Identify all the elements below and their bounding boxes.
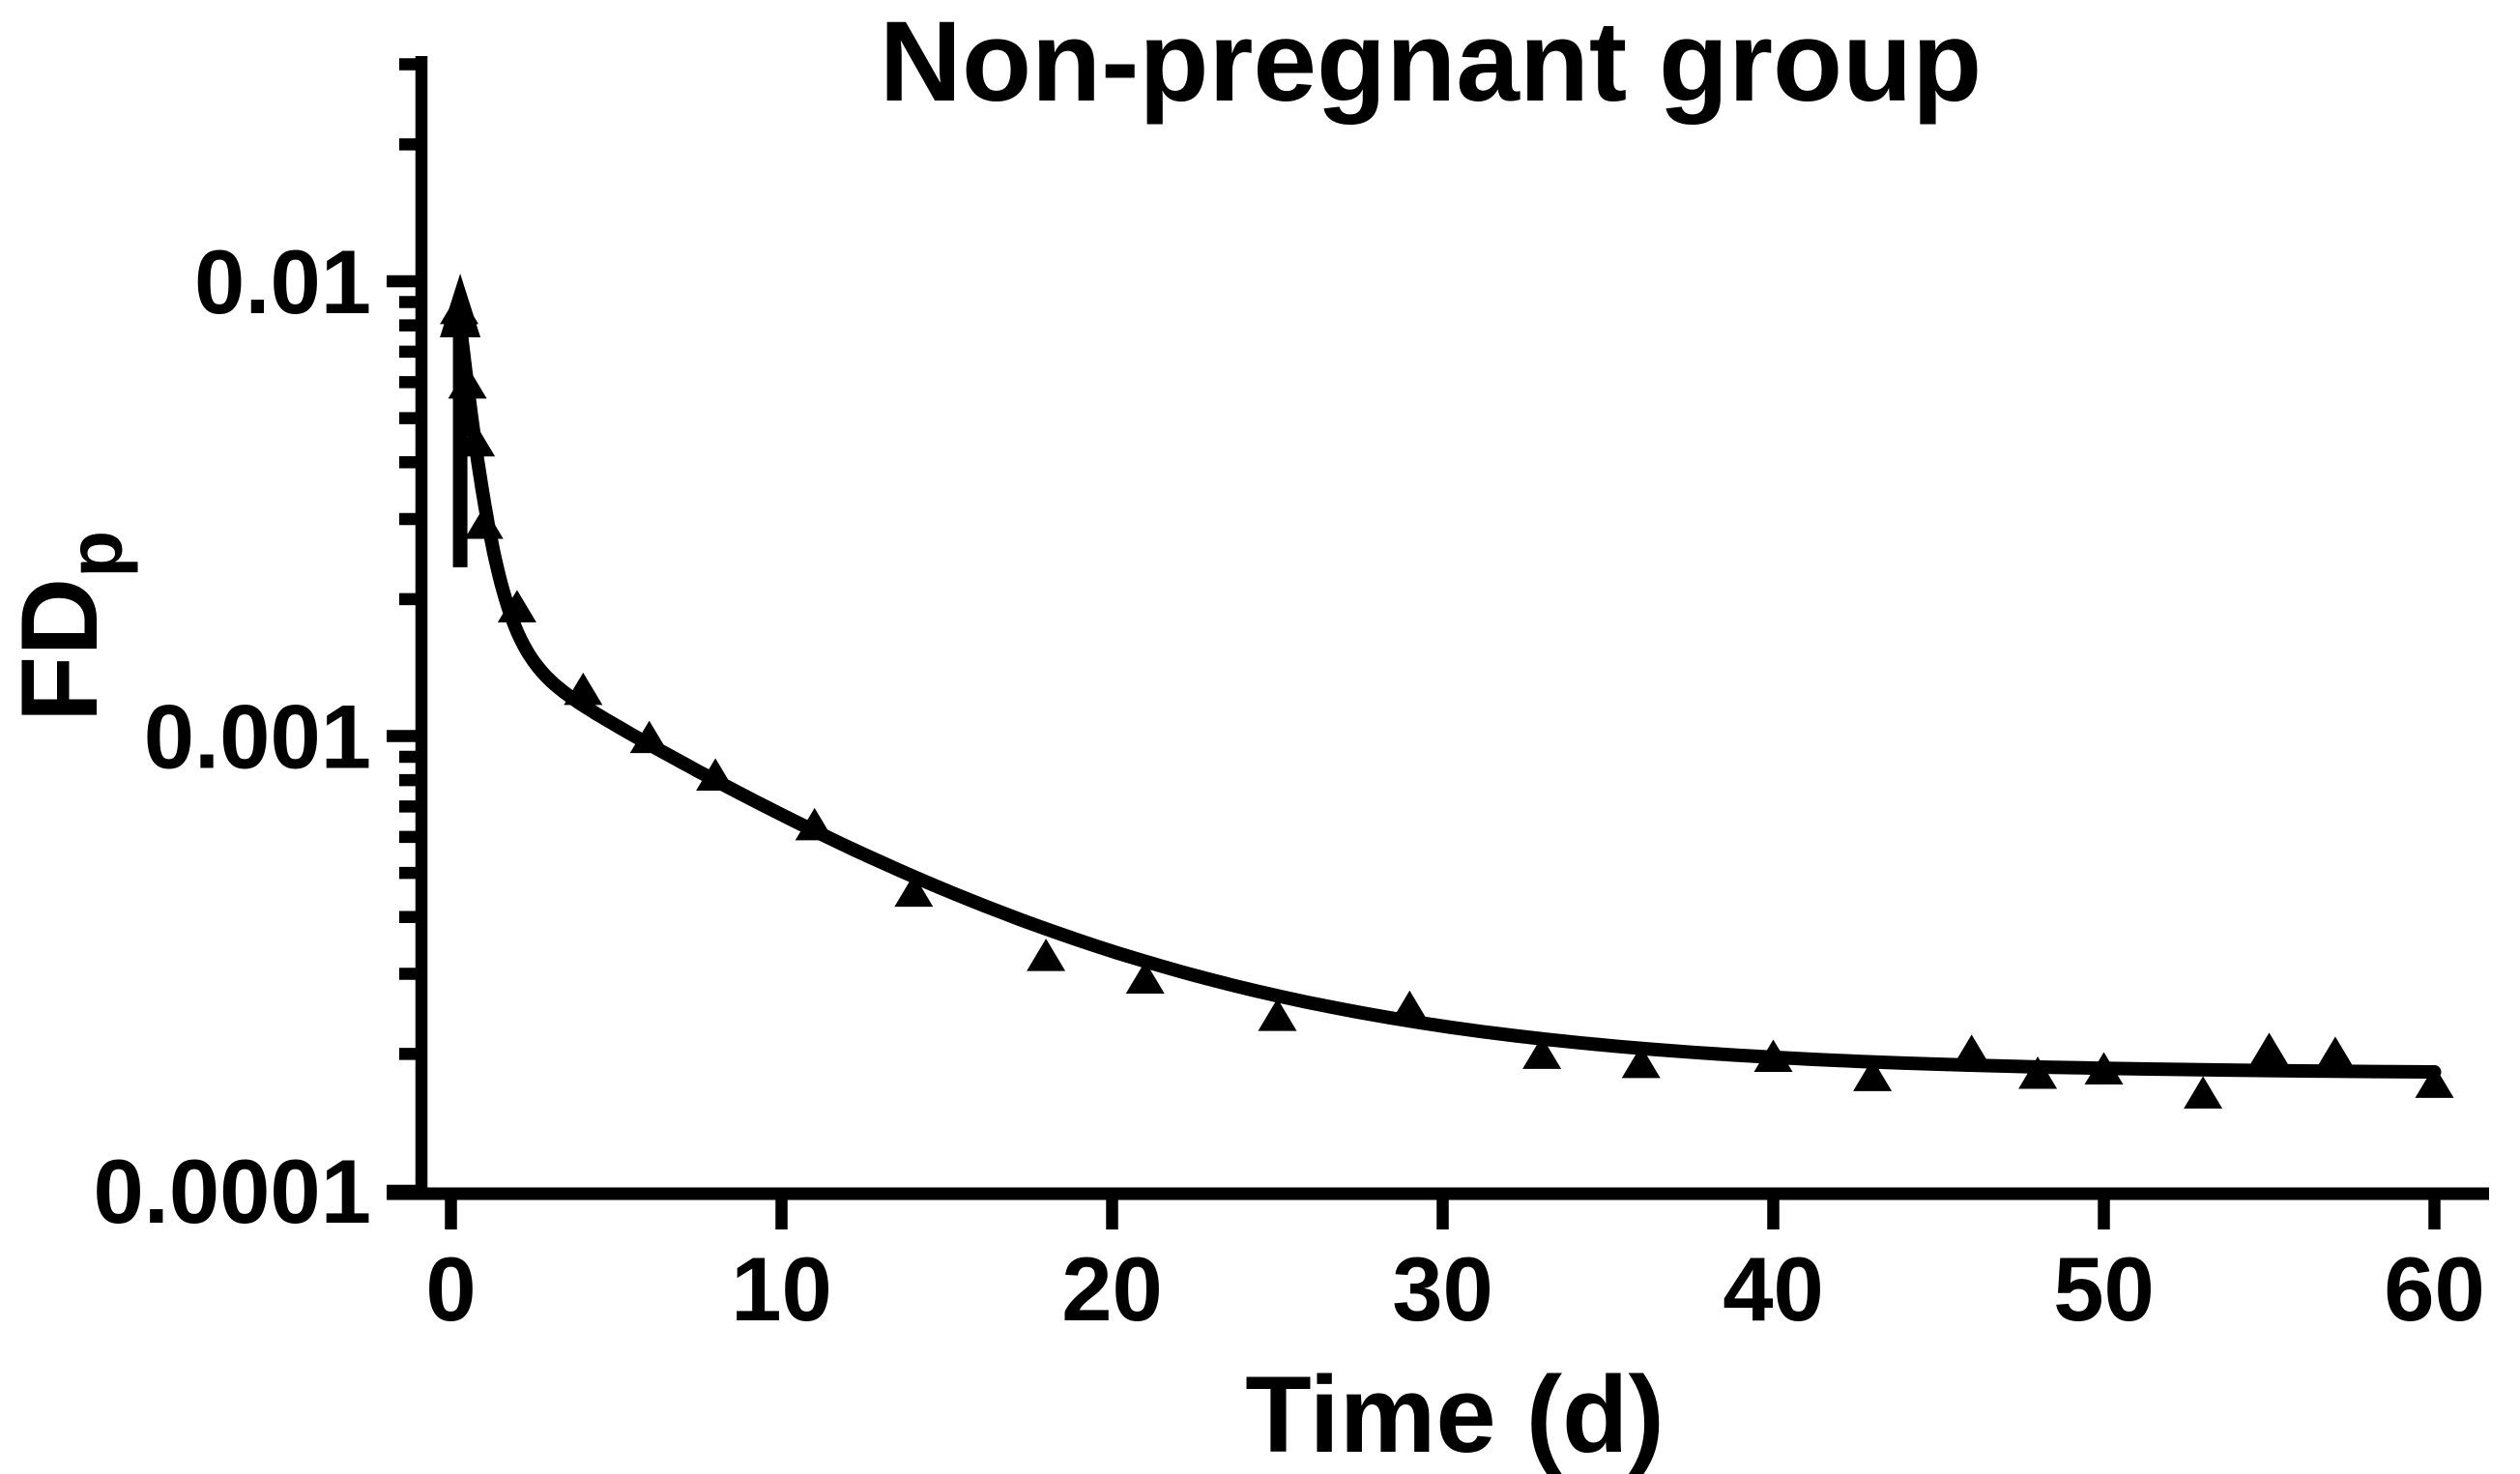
data-point-marker [2018, 1056, 2058, 1089]
data-point-marker [1853, 1058, 1893, 1091]
data-point-marker [2315, 1036, 2355, 1069]
data-point-marker [629, 720, 669, 754]
data-point-marker [464, 506, 504, 539]
data-point-marker [1258, 998, 1297, 1031]
data-point-marker [497, 590, 536, 622]
data-point-marker [1522, 1036, 1562, 1069]
data-point-marker [2184, 1076, 2223, 1109]
x-tick-label: 0 [425, 1238, 476, 1340]
data-point-marker [1390, 990, 1430, 1024]
y-axis-title-main: FD [0, 578, 120, 722]
plot-area: 0.01 0.001 0.0001 0 10 20 30 40 50 60 [93, 56, 2489, 1340]
data-point-marker [1952, 1034, 1991, 1067]
y-axis-title: FDp [0, 531, 138, 722]
data-point-marker [2415, 1065, 2454, 1098]
data-point-marker [456, 423, 496, 457]
y-tick-label: 0.01 [194, 231, 371, 332]
chart-title: Non-pregnant group [880, 0, 1982, 126]
x-tick-label: 10 [731, 1238, 832, 1340]
data-point-marker [440, 291, 479, 325]
data-point-marker [2084, 1052, 2124, 1085]
data-point-marker [448, 365, 487, 399]
data-point-marker [1027, 939, 1066, 971]
y-tick-label: 0.001 [144, 686, 371, 788]
data-point-marker [564, 672, 603, 706]
data-point-marker [795, 807, 834, 841]
x-tick-label: 30 [1392, 1238, 1493, 1340]
y-tick-label: 0.0001 [93, 1141, 371, 1242]
x-tick-label: 40 [1723, 1238, 1824, 1340]
fit-curve [451, 301, 2442, 1079]
data-point-marker [894, 874, 934, 908]
x-tick-label: 50 [2053, 1238, 2155, 1340]
data-point-marker [696, 758, 736, 792]
x-axis-title: Time (d) [1245, 1354, 1665, 1474]
data-point-marker [1753, 1039, 1793, 1073]
data-point-marker [1621, 1045, 1661, 1079]
data-point-marker [2249, 1032, 2289, 1065]
y-axis-title-subscript: p [52, 531, 138, 578]
x-tick-label: 20 [1061, 1238, 1163, 1340]
x-tick-label: 60 [2384, 1238, 2485, 1340]
data-point-marker [1125, 961, 1165, 994]
